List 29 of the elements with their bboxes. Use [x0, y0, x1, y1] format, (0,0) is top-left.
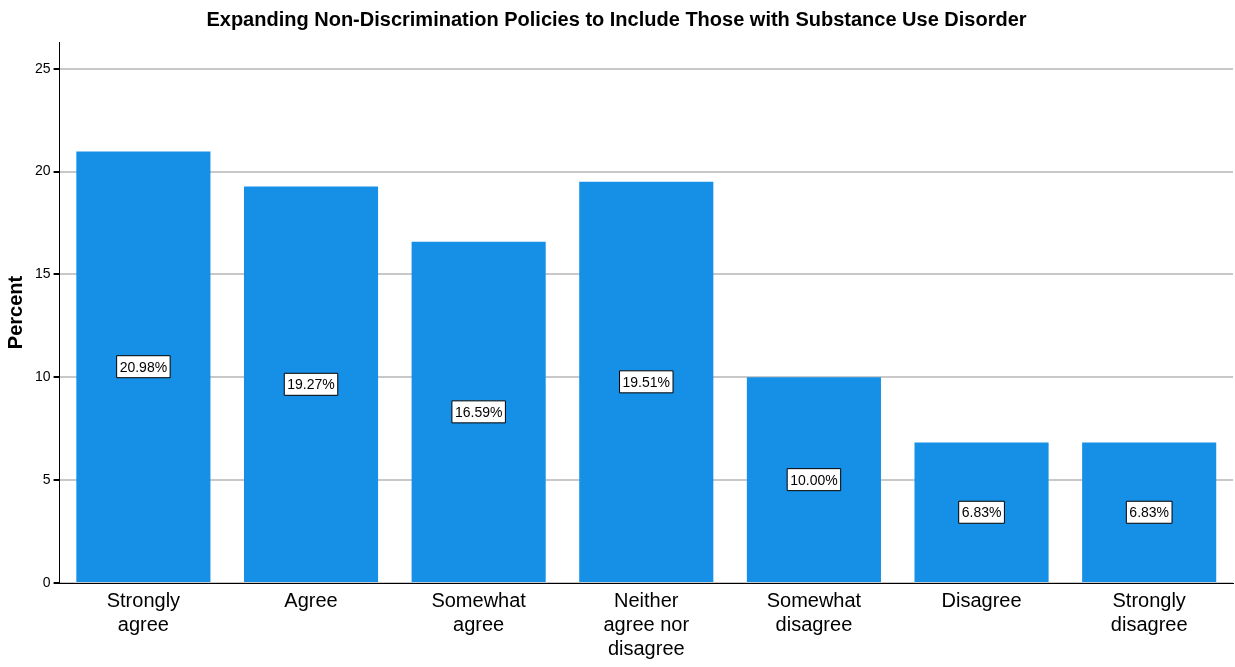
x-tick-label: Strongly disagree [1110, 588, 1188, 635]
data-label: 6.83% [961, 504, 1002, 521]
bar [914, 442, 1049, 582]
y-tick-label: 20 [34, 162, 51, 179]
bar [1082, 442, 1217, 582]
data-label: 20.98% [119, 358, 168, 375]
y-axis-title: Percent [3, 275, 26, 350]
data-label: 19.27% [287, 376, 335, 393]
y-tick-label: 15 [34, 265, 51, 282]
y-tick-label: 5 [42, 471, 51, 488]
x-tick-label: Neither agree nor disagree [603, 588, 690, 659]
bar [411, 241, 546, 582]
data-label: 6.83% [1129, 504, 1170, 521]
y-tick-label: 25 [34, 59, 51, 76]
bar [579, 181, 714, 582]
bar [746, 377, 881, 582]
data-label: 16.59% [454, 403, 503, 420]
y-tick-label: 0 [42, 573, 51, 590]
data-label: 19.51% [622, 373, 671, 390]
bar [243, 186, 379, 582]
bar [76, 151, 211, 582]
y-tick-label: 10 [34, 368, 51, 385]
x-tick-label: Strongly agree [106, 588, 181, 635]
x-tick-label: Disagree [941, 588, 1022, 611]
x-tick-label: Somewhat agree [431, 588, 527, 635]
chart-title: Expanding Non-Discrimination Policies to Include Those with Substance Use Disorder [206, 7, 1027, 30]
x-tick-label: Agree [284, 588, 338, 611]
x-tick-label: Somewhat disagree [766, 588, 862, 635]
data-label: 10.00% [790, 471, 838, 488]
